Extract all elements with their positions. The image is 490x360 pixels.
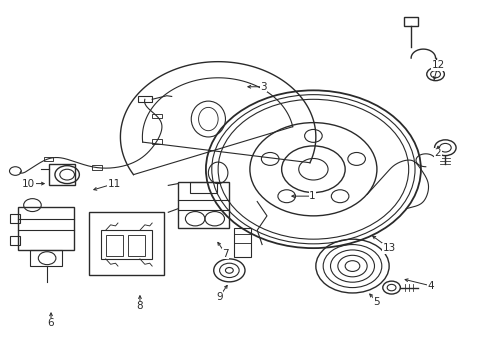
Text: 4: 4 [427,281,434,291]
Bar [128,234,145,256]
Text: 8: 8 [137,301,143,311]
Bar [234,228,251,257]
Text: 3: 3 [260,82,267,92]
Bar [101,230,152,259]
Text: 2: 2 [435,148,441,158]
Text: 1: 1 [309,191,316,201]
Bar [178,182,229,228]
Bar [190,182,217,193]
Text: 11: 11 [108,179,121,189]
Bar [106,234,123,256]
Text: 9: 9 [216,292,223,302]
Bar [152,139,162,144]
Text: 12: 12 [431,60,444,70]
Bar [404,17,418,26]
Bar [10,214,20,223]
Text: 13: 13 [383,243,396,253]
Bar [30,250,62,266]
Bar [89,212,164,275]
Bar [49,164,75,185]
Bar [92,166,102,170]
Text: 5: 5 [373,297,380,307]
Bar [152,114,162,118]
Text: 6: 6 [48,319,54,328]
Text: 7: 7 [222,248,229,258]
Bar [138,96,152,102]
Bar [44,157,53,161]
Bar [10,235,20,244]
Bar [18,207,74,250]
Text: 10: 10 [22,179,35,189]
